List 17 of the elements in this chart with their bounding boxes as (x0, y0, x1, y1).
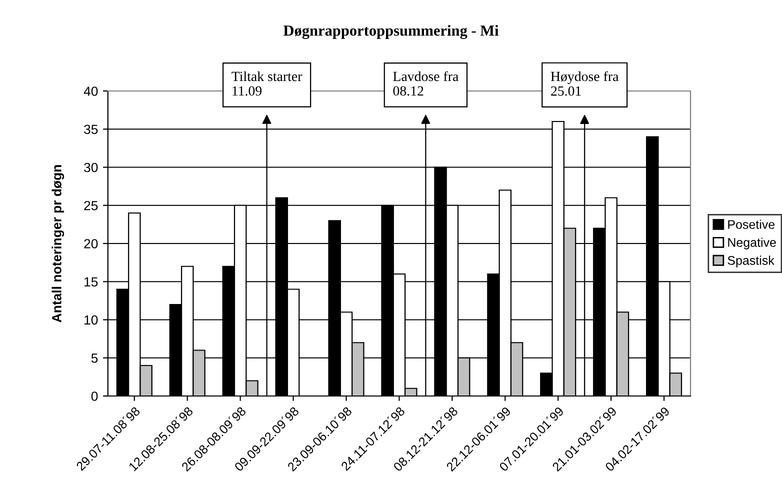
y-tick-label: 35 (84, 124, 98, 134)
annotation: Tiltak starter 11.09 (232, 71, 302, 96)
annotation: Lavdose fra 08.12 (393, 71, 458, 96)
y-axis-title: Antall noteringer pr døgn (52, 165, 64, 322)
y-tick-label: 0 (91, 392, 98, 401)
y-tick-label: 20 (84, 239, 98, 248)
y-tick-label: 40 (84, 86, 98, 96)
legend-label: Negative (728, 238, 776, 250)
legend-label: Spastisk (728, 256, 774, 268)
chart-title: Døgnrapportoppsummering - Mi (283, 25, 499, 39)
annotation: Høydose fra 25.01 (550, 71, 619, 96)
y-tick-label: 10 (84, 315, 98, 325)
legend-label: Posetive (728, 220, 775, 229)
y-tick-label: 30 (84, 162, 98, 172)
y-tick-label: 25 (84, 200, 98, 210)
y-tick-label: 15 (84, 277, 98, 287)
y-tick-label: 5 (91, 354, 98, 363)
